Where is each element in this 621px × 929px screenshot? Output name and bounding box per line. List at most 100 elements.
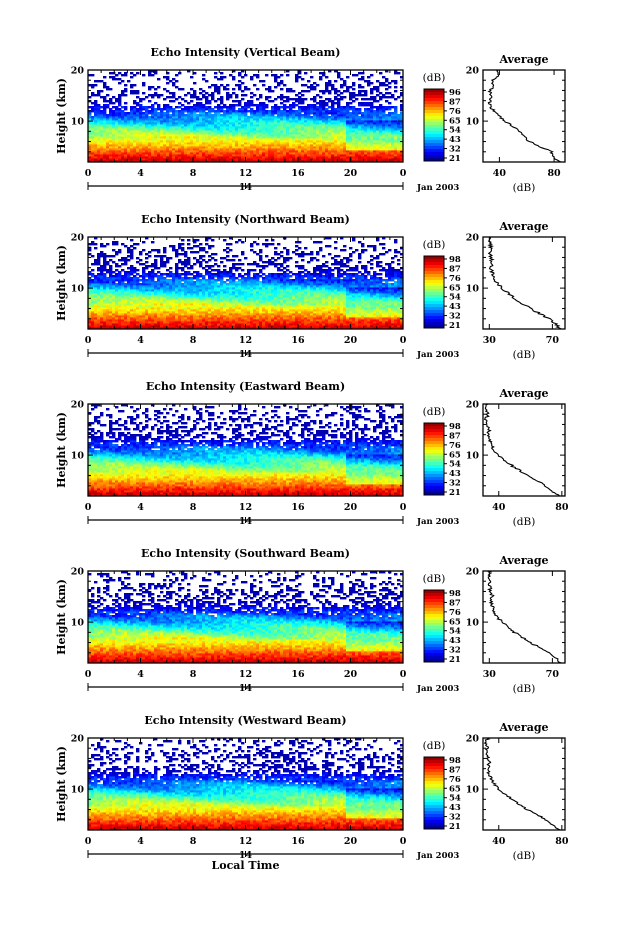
colorbar-frame bbox=[423, 255, 445, 329]
colorbar-tick-label: 43 bbox=[449, 135, 461, 145]
x-tick-label: 16 bbox=[291, 335, 305, 346]
colorbar-unit: (dB) bbox=[423, 406, 446, 418]
profile-x-label: (dB) bbox=[513, 683, 536, 695]
x-tick-label: 12 bbox=[239, 836, 252, 847]
x-tick-label: 16 bbox=[291, 669, 305, 680]
colorbar-tick-label: 21 bbox=[449, 321, 461, 331]
colorbar-tick-label: 21 bbox=[449, 655, 461, 665]
heatmap-cells bbox=[88, 571, 404, 664]
x-tick-label: 8 bbox=[190, 335, 197, 346]
profile-y-tick-label: 10 bbox=[466, 284, 480, 295]
x-tick-label: 16 bbox=[291, 168, 305, 179]
colorbar-tick-label: 65 bbox=[449, 450, 461, 460]
profile-frame bbox=[482, 403, 566, 497]
y-tick-label: 10 bbox=[71, 284, 85, 295]
colorbar-tick-label: 43 bbox=[449, 636, 461, 646]
x-tick-label: 8 bbox=[190, 168, 197, 179]
profile-frame bbox=[482, 69, 566, 163]
colorbar-tick-label: 54 bbox=[449, 460, 461, 470]
y-tick-label: 20 bbox=[71, 567, 85, 578]
date-label: Jan 2003 bbox=[416, 684, 459, 694]
colorbar-tick-label: 21 bbox=[449, 822, 461, 832]
chart-title: Echo Intensity (Northward Beam) bbox=[141, 213, 350, 226]
colorbar-tick-label: 87 bbox=[449, 264, 461, 274]
x-tick-label: 12 bbox=[239, 335, 252, 346]
profile-x-tick-label: 70 bbox=[546, 669, 560, 680]
profile-x-tick-label: 80 bbox=[555, 502, 569, 513]
profile-y-tick-label: 10 bbox=[466, 451, 480, 462]
colorbar-tick-label: 76 bbox=[449, 274, 461, 284]
y-tick-label: 10 bbox=[71, 117, 85, 128]
heatmap-cells bbox=[88, 738, 404, 831]
profile-y-tick-label: 20 bbox=[466, 734, 480, 745]
colorbar-tick-label: 21 bbox=[449, 488, 461, 498]
colorbar-unit: (dB) bbox=[423, 239, 446, 251]
colorbar-tick-label: 98 bbox=[449, 756, 461, 766]
y-tick-label: 20 bbox=[71, 734, 85, 745]
x-tick-label: 12 bbox=[239, 669, 252, 680]
chart-title: Echo Intensity (Westward Beam) bbox=[144, 714, 346, 727]
profile-x-tick-label: 30 bbox=[483, 335, 497, 346]
colorbar-frame bbox=[423, 88, 445, 162]
x-tick-label: 0 bbox=[400, 669, 407, 680]
profile-line bbox=[483, 403, 560, 497]
colorbar-tick-label: 43 bbox=[449, 803, 461, 813]
colorbar-unit: (dB) bbox=[423, 72, 446, 84]
colorbar-tick-label: 76 bbox=[449, 775, 461, 785]
colorbar-tick-label: 65 bbox=[449, 617, 461, 627]
profile-x-tick-label: 80 bbox=[555, 836, 569, 847]
y-tick-label: 10 bbox=[71, 618, 85, 629]
x-tick-label: 12 bbox=[239, 168, 252, 179]
y-tick-label: 20 bbox=[71, 66, 85, 77]
profile-title: Average bbox=[498, 220, 548, 233]
panel-1: Echo Intensity (Northward Beam)1020Heigh… bbox=[55, 213, 566, 361]
x-tick-label: 8 bbox=[190, 836, 197, 847]
date-tick-label: 14 bbox=[239, 516, 253, 527]
colorbar-tick-label: 65 bbox=[449, 784, 461, 794]
y-tick-label: 20 bbox=[71, 400, 85, 411]
profile-x-label: (dB) bbox=[513, 349, 536, 361]
date-tick-label: 14 bbox=[239, 349, 253, 360]
x-tick-label: 0 bbox=[85, 502, 92, 513]
colorbar-tick-label: 87 bbox=[449, 598, 461, 608]
colorbar-tick-label: 21 bbox=[449, 154, 461, 164]
date-label: Jan 2003 bbox=[416, 183, 459, 193]
colorbar-frame bbox=[423, 589, 445, 663]
colorbar-frame bbox=[423, 756, 445, 830]
x-tick-label: 8 bbox=[190, 502, 197, 513]
date-tick-label: 14 bbox=[239, 182, 253, 193]
profile-y-tick-label: 10 bbox=[466, 618, 480, 629]
y-axis-label: Height (km) bbox=[55, 245, 68, 321]
profile-x-tick-label: 40 bbox=[493, 168, 507, 179]
x-tick-label: 0 bbox=[85, 836, 92, 847]
profile-title: Average bbox=[498, 53, 548, 66]
profile-x-label: (dB) bbox=[513, 516, 536, 528]
x-tick-label: 16 bbox=[291, 836, 305, 847]
x-tick-label: 0 bbox=[400, 836, 407, 847]
profile-y-tick-label: 20 bbox=[466, 233, 480, 244]
profile-x-tick-label: 70 bbox=[546, 335, 560, 346]
x-tick-label: 0 bbox=[85, 335, 92, 346]
profile-x-tick-label: 40 bbox=[492, 502, 506, 513]
chart-title: Echo Intensity (Vertical Beam) bbox=[150, 46, 340, 59]
panel-4: Echo Intensity (Westward Beam)1020Height… bbox=[55, 714, 569, 872]
y-axis-label: Height (km) bbox=[55, 746, 68, 822]
x-tick-label: 16 bbox=[291, 502, 305, 513]
date-tick-label: 14 bbox=[239, 683, 253, 694]
colorbar-tick-label: 32 bbox=[449, 145, 461, 155]
x-tick-label: 0 bbox=[85, 168, 92, 179]
profile-line bbox=[487, 236, 562, 330]
profile-title: Average bbox=[498, 721, 548, 734]
colorbar-tick-label: 87 bbox=[449, 765, 461, 775]
profile-y-tick-label: 20 bbox=[466, 567, 480, 578]
colorbar-frame bbox=[423, 422, 445, 496]
x-tick-label: 0 bbox=[85, 669, 92, 680]
profile-x-label: (dB) bbox=[513, 850, 536, 862]
colorbar-tick-label: 32 bbox=[449, 479, 461, 489]
x-tick-label: 20 bbox=[344, 836, 358, 847]
profile-x-tick-label: 80 bbox=[547, 168, 561, 179]
colorbar-tick-label: 54 bbox=[449, 627, 461, 637]
y-tick-label: 20 bbox=[71, 233, 85, 244]
profile-title: Average bbox=[498, 387, 548, 400]
